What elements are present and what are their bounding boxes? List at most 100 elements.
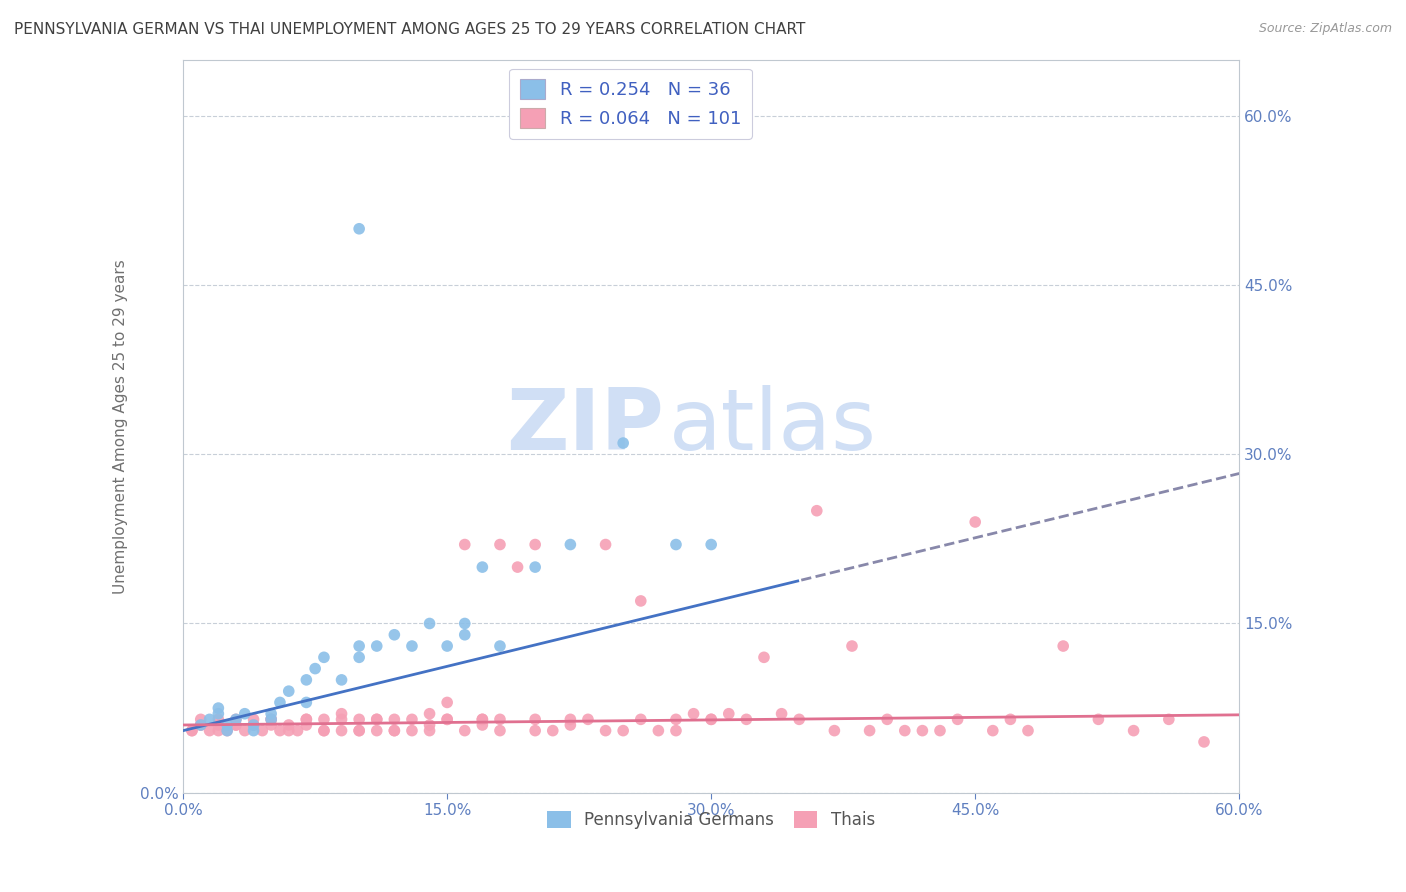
Point — [217, 723, 239, 738]
Point — [436, 712, 458, 726]
Point — [965, 515, 987, 529]
Point — [560, 537, 582, 551]
Point — [1087, 712, 1109, 726]
Point — [217, 723, 239, 738]
Point — [595, 537, 617, 551]
Point — [347, 639, 370, 653]
Point — [735, 712, 758, 726]
Text: Source: ZipAtlas.com: Source: ZipAtlas.com — [1258, 22, 1392, 36]
Point — [233, 723, 256, 738]
Text: atlas: atlas — [669, 384, 877, 467]
Point — [330, 706, 353, 721]
Point — [190, 718, 212, 732]
Point — [312, 712, 335, 726]
Point — [929, 723, 952, 738]
Point — [1122, 723, 1144, 738]
Point — [700, 712, 723, 726]
Point — [366, 723, 388, 738]
Point — [560, 718, 582, 732]
Point — [841, 639, 863, 653]
Point — [330, 723, 353, 738]
Point — [366, 639, 388, 653]
Point — [981, 723, 1004, 738]
Point — [295, 673, 318, 687]
Point — [1017, 723, 1039, 738]
Point — [225, 718, 247, 732]
Point — [347, 723, 370, 738]
Point — [242, 718, 264, 732]
Point — [454, 723, 477, 738]
Point — [752, 650, 775, 665]
Point — [233, 706, 256, 721]
Point — [277, 684, 299, 698]
Point — [560, 712, 582, 726]
Point — [295, 718, 318, 732]
Point — [665, 712, 688, 726]
Point — [541, 723, 564, 738]
Point — [181, 723, 204, 738]
Point — [436, 712, 458, 726]
Point — [894, 723, 917, 738]
Point — [506, 560, 529, 574]
Point — [207, 706, 229, 721]
Point — [225, 718, 247, 732]
Point — [806, 504, 828, 518]
Point — [647, 723, 669, 738]
Text: ZIP: ZIP — [506, 384, 664, 467]
Point — [260, 712, 283, 726]
Point — [207, 701, 229, 715]
Point — [181, 723, 204, 738]
Point — [207, 723, 229, 738]
Point — [665, 537, 688, 551]
Point — [330, 712, 353, 726]
Point — [471, 560, 494, 574]
Point — [682, 706, 704, 721]
Point — [312, 650, 335, 665]
Point — [524, 723, 547, 738]
Point — [595, 723, 617, 738]
Point — [295, 712, 318, 726]
Point — [946, 712, 969, 726]
Point — [347, 712, 370, 726]
Point — [717, 706, 740, 721]
Point — [489, 723, 512, 738]
Point — [190, 712, 212, 726]
Point — [524, 560, 547, 574]
Point — [1157, 712, 1180, 726]
Point — [665, 723, 688, 738]
Point — [436, 695, 458, 709]
Point — [471, 712, 494, 726]
Point — [1000, 712, 1022, 726]
Point — [770, 706, 793, 721]
Point — [471, 718, 494, 732]
Point — [260, 706, 283, 721]
Point — [260, 712, 283, 726]
Point — [787, 712, 810, 726]
Point — [1192, 735, 1215, 749]
Point — [1052, 639, 1074, 653]
Point — [382, 712, 405, 726]
Point — [287, 723, 309, 738]
Point — [207, 712, 229, 726]
Point — [347, 650, 370, 665]
Point — [242, 712, 264, 726]
Point — [612, 723, 634, 738]
Point — [858, 723, 880, 738]
Point — [277, 718, 299, 732]
Point — [419, 706, 441, 721]
Point — [304, 662, 326, 676]
Point — [190, 718, 212, 732]
Point — [489, 639, 512, 653]
Point — [454, 616, 477, 631]
Point — [489, 712, 512, 726]
Point — [260, 718, 283, 732]
Point — [454, 537, 477, 551]
Point — [312, 723, 335, 738]
Point — [347, 723, 370, 738]
Point — [419, 723, 441, 738]
Point — [436, 639, 458, 653]
Point — [489, 537, 512, 551]
Point — [401, 712, 423, 726]
Point — [366, 712, 388, 726]
Point — [269, 695, 291, 709]
